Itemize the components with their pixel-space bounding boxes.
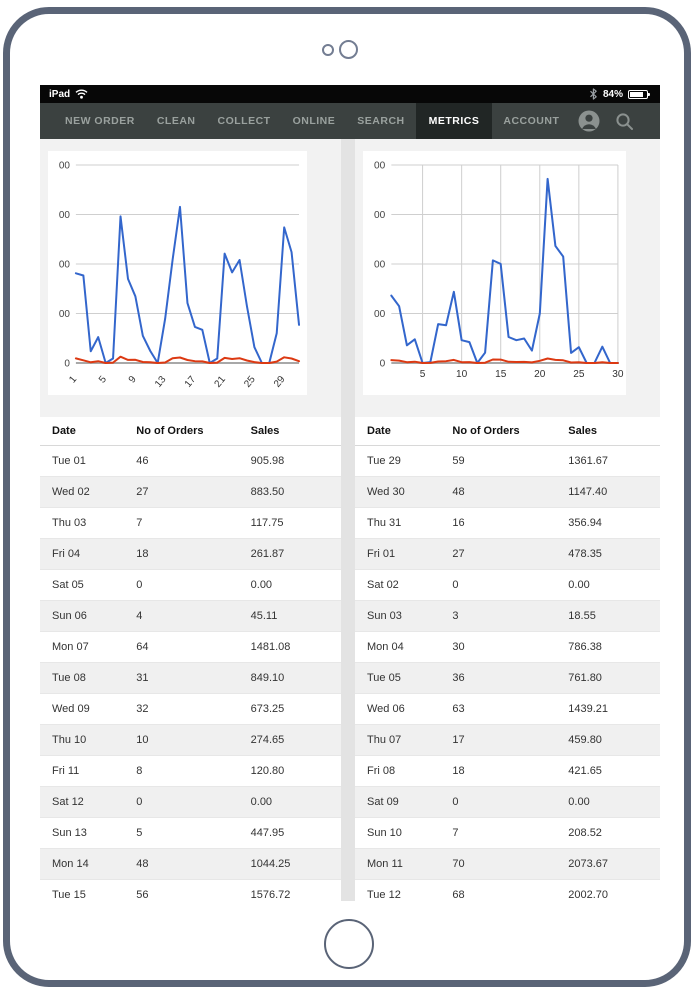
- sales-line: [390, 177, 619, 364]
- table-row: Fri 01 27 478.35: [355, 538, 660, 570]
- table-row: Fri 08 18 421.65: [355, 755, 660, 787]
- table-row: Wed 30 48 1147.40: [355, 476, 660, 508]
- x-axis-tick-label: 17: [183, 374, 199, 390]
- x-axis-tick-label: 30: [612, 369, 624, 380]
- y-axis-tick-label: 00: [59, 309, 71, 320]
- status-bar: iPad 84%: [40, 85, 660, 103]
- y-axis-tick-label: 0: [380, 359, 386, 370]
- x-axis-tick-label: 15: [495, 369, 507, 380]
- x-axis-tick-label: 5: [97, 374, 109, 386]
- home-button[interactable]: [324, 919, 374, 969]
- nav-bar: NEW ORDER CLEAN COLLECT ONLINE SEARCH METRICS…: [40, 103, 660, 139]
- table-row: Mon 14 48 1044.25: [40, 848, 341, 880]
- battery-percent-label: 84%: [602, 88, 623, 100]
- account-icon[interactable]: [578, 110, 600, 132]
- carrier-label: iPad: [49, 88, 71, 100]
- nav-item-account[interactable]: ACCOUNT: [503, 115, 560, 127]
- x-axis-tick-label: 13: [153, 374, 169, 390]
- battery-icon: [628, 89, 650, 99]
- x-axis-tick-label: 20: [534, 369, 546, 380]
- y-axis-tick-label: 0: [64, 358, 70, 369]
- column-header-date: Date: [40, 417, 125, 446]
- table-row: Fri 04 18 261.87: [40, 538, 341, 570]
- table-row: Thu 03 7 117.75: [40, 507, 341, 539]
- nav-item-collect[interactable]: COLLECT: [217, 115, 271, 127]
- x-axis-tick-label: 21: [212, 374, 228, 390]
- sales-line: [74, 205, 301, 364]
- table-row: Sat 09 0 0.00: [355, 786, 660, 818]
- table-row: Sun 13 5 447.95: [40, 817, 341, 849]
- table-row: Fri 11 8 120.80: [40, 755, 341, 787]
- y-axis-tick-label: 00: [374, 309, 386, 320]
- nav-icons: [578, 103, 634, 139]
- nav-item-clean[interactable]: CLEAN: [156, 115, 196, 127]
- x-axis-tick-label: 1: [67, 374, 79, 386]
- bluetooth-icon: [589, 88, 598, 100]
- nav-item-metrics[interactable]: METRICS: [415, 103, 493, 139]
- orders-table-right: Date No of Orders Sales Tue 29 59 1361.67 Wed…: [355, 417, 660, 901]
- orders-table-left: Date No of Orders Sales Tue 01 46 905.98 Wed …: [40, 417, 341, 901]
- metrics-panel-right[interactable]: 00 00 00 00 0 5 10 15 20 25 30 Date No of Orders Sal…: [355, 139, 660, 901]
- table-row: Sun 10 7 208.52: [355, 817, 660, 849]
- sales-orders-chart-left: 00 00 00 00 0 1 5 9 13 17 21 25 29: [48, 151, 307, 395]
- wifi-icon: [75, 89, 88, 99]
- table-row: Thu 07 17 459.80: [355, 724, 660, 756]
- metrics-panel-left[interactable]: 00 00 00 00 0 1 5 9 13 17 21 25 29 Date No of Orders S…: [40, 139, 341, 901]
- column-header-date: Date: [355, 417, 441, 446]
- nav-items: NEW ORDER CLEAN COLLECT ONLINE SEARCH METRICS…: [54, 103, 570, 139]
- x-axis-tick-label: 5: [420, 369, 426, 380]
- table-row: Tue 29 59 1361.67: [355, 445, 660, 477]
- column-header-no-of-orders: No of Orders: [440, 417, 557, 446]
- nav-item-search[interactable]: SEARCH: [357, 115, 405, 127]
- table-row: Tue 08 31 849.10: [40, 662, 341, 694]
- x-axis-tick-label: 29: [272, 374, 288, 390]
- column-header-sales: Sales: [238, 417, 341, 446]
- x-axis-tick-label: 25: [242, 374, 258, 390]
- y-axis-tick-label: 00: [374, 260, 386, 271]
- y-axis-tick-label: 00: [59, 210, 71, 221]
- search-icon[interactable]: [615, 112, 634, 131]
- front-sensor-dot: [322, 44, 334, 56]
- table-row: Thu 31 16 356.94: [355, 507, 660, 539]
- table-row: Mon 11 70 2073.67: [355, 848, 660, 880]
- table-row: Sat 12 0 0.00: [40, 786, 341, 818]
- screen: iPad 84% NEW ORDER CLEAN COLLECT ONLI: [40, 85, 660, 901]
- table-header-row: Date No of Orders Sales: [355, 417, 660, 446]
- sales-orders-chart-right: 00 00 00 00 0 5 10 15 20 25 30: [363, 151, 626, 395]
- table-row: Thu 10 10 274.65: [40, 724, 341, 756]
- table-row: Sat 02 0 0.00: [355, 569, 660, 601]
- y-axis-tick-label: 00: [59, 160, 71, 171]
- no-of-orders-line: [74, 355, 301, 364]
- table-row: Sun 06 4 45.11: [40, 600, 341, 632]
- y-axis-tick-label: 00: [59, 259, 71, 270]
- x-axis-tick-label: 10: [456, 369, 468, 380]
- table-row: Sat 05 0 0.00: [40, 569, 341, 601]
- nav-item-online[interactable]: ONLINE: [292, 115, 336, 127]
- table-row: Tue 01 46 905.98: [40, 445, 341, 477]
- metrics-content: 00 00 00 00 0 1 5 9 13 17 21 25 29 Date No of Orders S…: [40, 139, 660, 901]
- x-axis-tick-label: 9: [127, 374, 139, 386]
- table-row: Wed 06 63 1439.21: [355, 693, 660, 725]
- panel-divider: [341, 139, 355, 901]
- y-axis-tick-label: 00: [374, 210, 386, 221]
- no-of-orders-line: [390, 357, 619, 364]
- table-row: Sun 03 3 18.55: [355, 600, 660, 632]
- table-row: Tue 15 56 1576.72: [40, 879, 341, 901]
- column-header-sales: Sales: [556, 417, 660, 446]
- table-row: Tue 05 36 761.80: [355, 662, 660, 694]
- table-row: Wed 09 32 673.25: [40, 693, 341, 725]
- x-axis-tick-label: 25: [573, 369, 585, 380]
- table-row: Mon 04 30 786.38: [355, 631, 660, 663]
- table-row: Tue 12 68 2002.70: [355, 879, 660, 901]
- table-row: Mon 07 64 1481.08: [40, 631, 341, 663]
- table-header-row: Date No of Orders Sales: [40, 417, 341, 446]
- y-axis-tick-label: 00: [374, 161, 386, 172]
- column-header-no-of-orders: No of Orders: [124, 417, 239, 446]
- front-camera: [339, 40, 358, 59]
- table-row: Wed 02 27 883.50: [40, 476, 341, 508]
- nav-item-new-order[interactable]: NEW ORDER: [65, 115, 135, 127]
